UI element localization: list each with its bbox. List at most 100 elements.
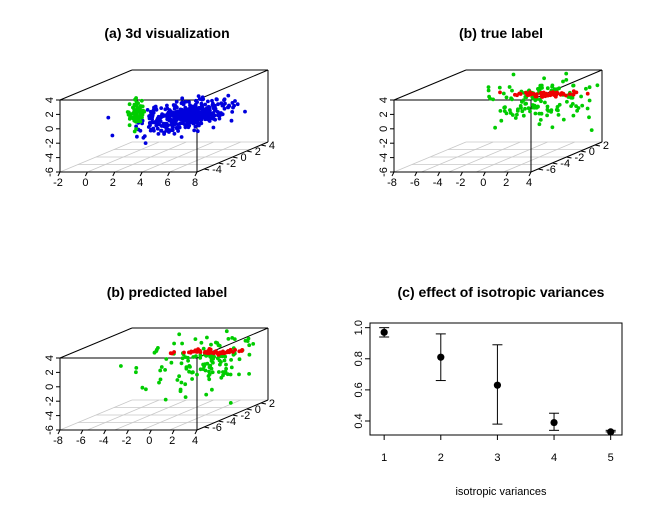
data-point [197,107,202,111]
data-point [183,395,188,399]
data-point [520,100,524,104]
x-tick-mark [528,171,532,177]
data-point [131,105,135,110]
data-point [534,94,539,99]
data-point [159,128,163,133]
x-tick-label: -6 [410,177,420,189]
x-tick-label: -8 [387,177,397,189]
x-tick-label: 2 [438,452,444,464]
x-tick-label: 1 [381,452,387,464]
x-tick-label: 4 [192,435,198,447]
data-point [155,126,160,131]
data-point [146,125,151,129]
x-tick-label: -2 [122,435,132,447]
data-point [132,102,137,107]
z-tick-label: -2 [44,138,56,148]
x-tick-label: 4 [137,177,143,189]
x-tick-label: 0 [480,177,486,189]
data-point [178,389,183,394]
x-tick-mark [148,429,152,435]
data-point [486,85,491,89]
data-point [207,377,212,382]
box-edge [393,69,467,101]
data-point [184,365,189,370]
data-point [551,90,555,94]
x-tick-label: -2 [53,177,63,189]
data-point [205,361,210,366]
data-point [138,128,143,133]
data-point [130,115,135,120]
data-point [233,348,238,352]
data-point [195,372,199,377]
x-tick-mark [139,171,143,177]
data-point [550,83,555,88]
data-point [182,119,186,123]
data-point [169,360,174,365]
x-tick-mark [482,171,486,177]
z-tick-label: 2 [378,111,390,117]
x-tick-label: 2 [503,177,509,189]
data-point [501,91,506,96]
data-point [152,105,156,110]
data-point [188,105,193,110]
data-point [174,113,179,117]
y-tick-label: 0.4 [353,413,365,428]
data-point [134,117,139,121]
data-point [523,106,527,111]
data-point [159,365,164,369]
panel-title: (b) true label [459,25,543,41]
data-point [165,103,169,108]
data-point [574,90,579,95]
z-tick-label: 2 [44,369,56,375]
data-point [191,115,196,120]
y-tick-label: -4 [560,158,570,170]
data-point [571,113,576,118]
data-point [134,100,139,105]
x-tick-label: -2 [456,177,466,189]
data-point [218,362,222,367]
data-point [222,358,227,363]
x-tick-label: 8 [192,177,198,189]
x-tick-label: 3 [494,452,500,464]
data-point [211,115,215,119]
data-point [174,99,179,104]
y-tick-mark [260,144,266,147]
data-point [510,88,514,93]
y-tick-mark [566,156,572,159]
data-point [193,105,198,110]
data-point [187,369,192,374]
data-point [550,125,555,130]
data-point [159,106,164,110]
data-point [498,109,503,113]
x-tick-mark [84,171,88,177]
data-point [142,134,147,139]
data-point [228,372,233,377]
z-tick-label: -6 [44,167,56,177]
data-point [222,106,227,111]
data-point [164,357,169,361]
data-point [213,108,217,113]
data-point [193,337,198,341]
data-point [183,125,188,130]
data-point [545,86,550,91]
data-point [545,113,549,118]
data-point [528,109,532,114]
data-point [559,91,564,95]
data-point [148,128,153,133]
y-tick-label: -4 [212,164,222,176]
data-point [191,370,195,375]
x-tick-label: 5 [608,452,614,464]
data-point [208,363,213,368]
data-point [539,91,543,95]
data-point [607,428,615,436]
data-point [169,109,173,114]
y-tick-mark [232,414,238,417]
data-point [184,116,189,121]
box-edge [59,327,133,359]
data-point [172,341,177,346]
data-point [138,111,143,116]
data-point [184,111,189,115]
data-point [555,105,560,109]
data-point [570,102,575,106]
data-point [564,78,569,82]
